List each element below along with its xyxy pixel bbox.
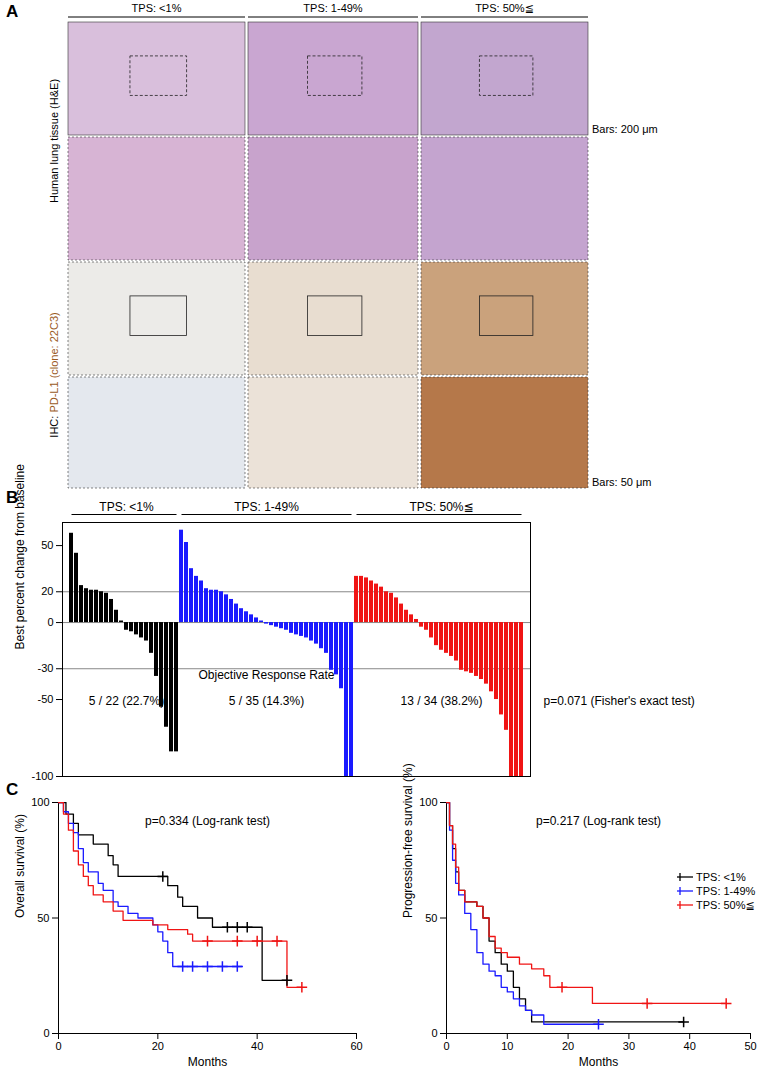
svg-text:5 / 35 (14.3%): 5 / 35 (14.3%) [229, 694, 304, 708]
svg-text:20: 20 [562, 1040, 574, 1052]
svg-text:p=0.217 (Log-rank test): p=0.217 (Log-rank test) [536, 814, 661, 828]
svg-text:Human lung tissue (H&E): Human lung tissue (H&E) [48, 79, 60, 203]
svg-text:0: 0 [43, 1027, 49, 1039]
svg-text:40: 40 [251, 1040, 263, 1052]
svg-text:40: 40 [684, 1040, 696, 1052]
svg-text:50: 50 [37, 912, 49, 924]
svg-text:0: 0 [47, 616, 53, 628]
svg-text:Bars: 50 μm: Bars: 50 μm [592, 476, 652, 488]
svg-text:50: 50 [425, 912, 437, 924]
svg-text:50: 50 [744, 1040, 756, 1052]
svg-text:-100: -100 [31, 770, 53, 782]
svg-text:0: 0 [443, 1040, 449, 1052]
svg-text:Bars: 200 μm: Bars: 200 μm [592, 123, 658, 135]
svg-text:5 / 22 (22.7%): 5 / 22 (22.7%) [89, 694, 164, 708]
svg-text:TPS: 50%≦: TPS: 50%≦ [409, 500, 473, 514]
svg-text:Progression-free survival (%): Progression-free survival (%) [401, 763, 415, 918]
svg-text:0: 0 [55, 1040, 61, 1052]
svg-text:20: 20 [152, 1040, 164, 1052]
svg-text:100: 100 [419, 796, 437, 808]
svg-text:13 / 34 (38.2%): 13 / 34 (38.2%) [400, 694, 482, 708]
svg-text:TPS: <1%: TPS: <1% [132, 2, 182, 14]
svg-text:-50: -50 [38, 693, 54, 705]
svg-text:30: 30 [623, 1040, 635, 1052]
svg-text:0: 0 [431, 1027, 437, 1039]
svg-text:10: 10 [501, 1040, 513, 1052]
svg-text:TPS: 1-49%: TPS: 1-49% [234, 500, 299, 514]
svg-text:-30: -30 [38, 662, 54, 674]
svg-text:100: 100 [31, 796, 49, 808]
svg-text:Overall survival (%): Overall survival (%) [13, 814, 27, 918]
svg-text:50: 50 [41, 539, 53, 551]
svg-text:IHC: PD-L1 (clone: 22C3): IHC: PD-L1 (clone: 22C3) [48, 312, 60, 437]
svg-text:Months: Months [579, 1055, 618, 1069]
svg-text:p=0.071 (Fisher's exact test): p=0.071 (Fisher's exact test) [544, 694, 695, 708]
svg-text:Months: Months [188, 1055, 227, 1069]
svg-text:TPS: 50%≦: TPS: 50%≦ [475, 2, 534, 14]
svg-text:TPS: 1-49%: TPS: 1-49% [303, 2, 363, 14]
svg-text:TPS: <1%: TPS: <1% [99, 500, 154, 514]
svg-text:60: 60 [350, 1040, 362, 1052]
svg-text:Objective Response Rate: Objective Response Rate [198, 668, 334, 682]
svg-text:p=0.334 (Log-rank test): p=0.334 (Log-rank test) [145, 814, 270, 828]
svg-text:20: 20 [41, 585, 53, 597]
